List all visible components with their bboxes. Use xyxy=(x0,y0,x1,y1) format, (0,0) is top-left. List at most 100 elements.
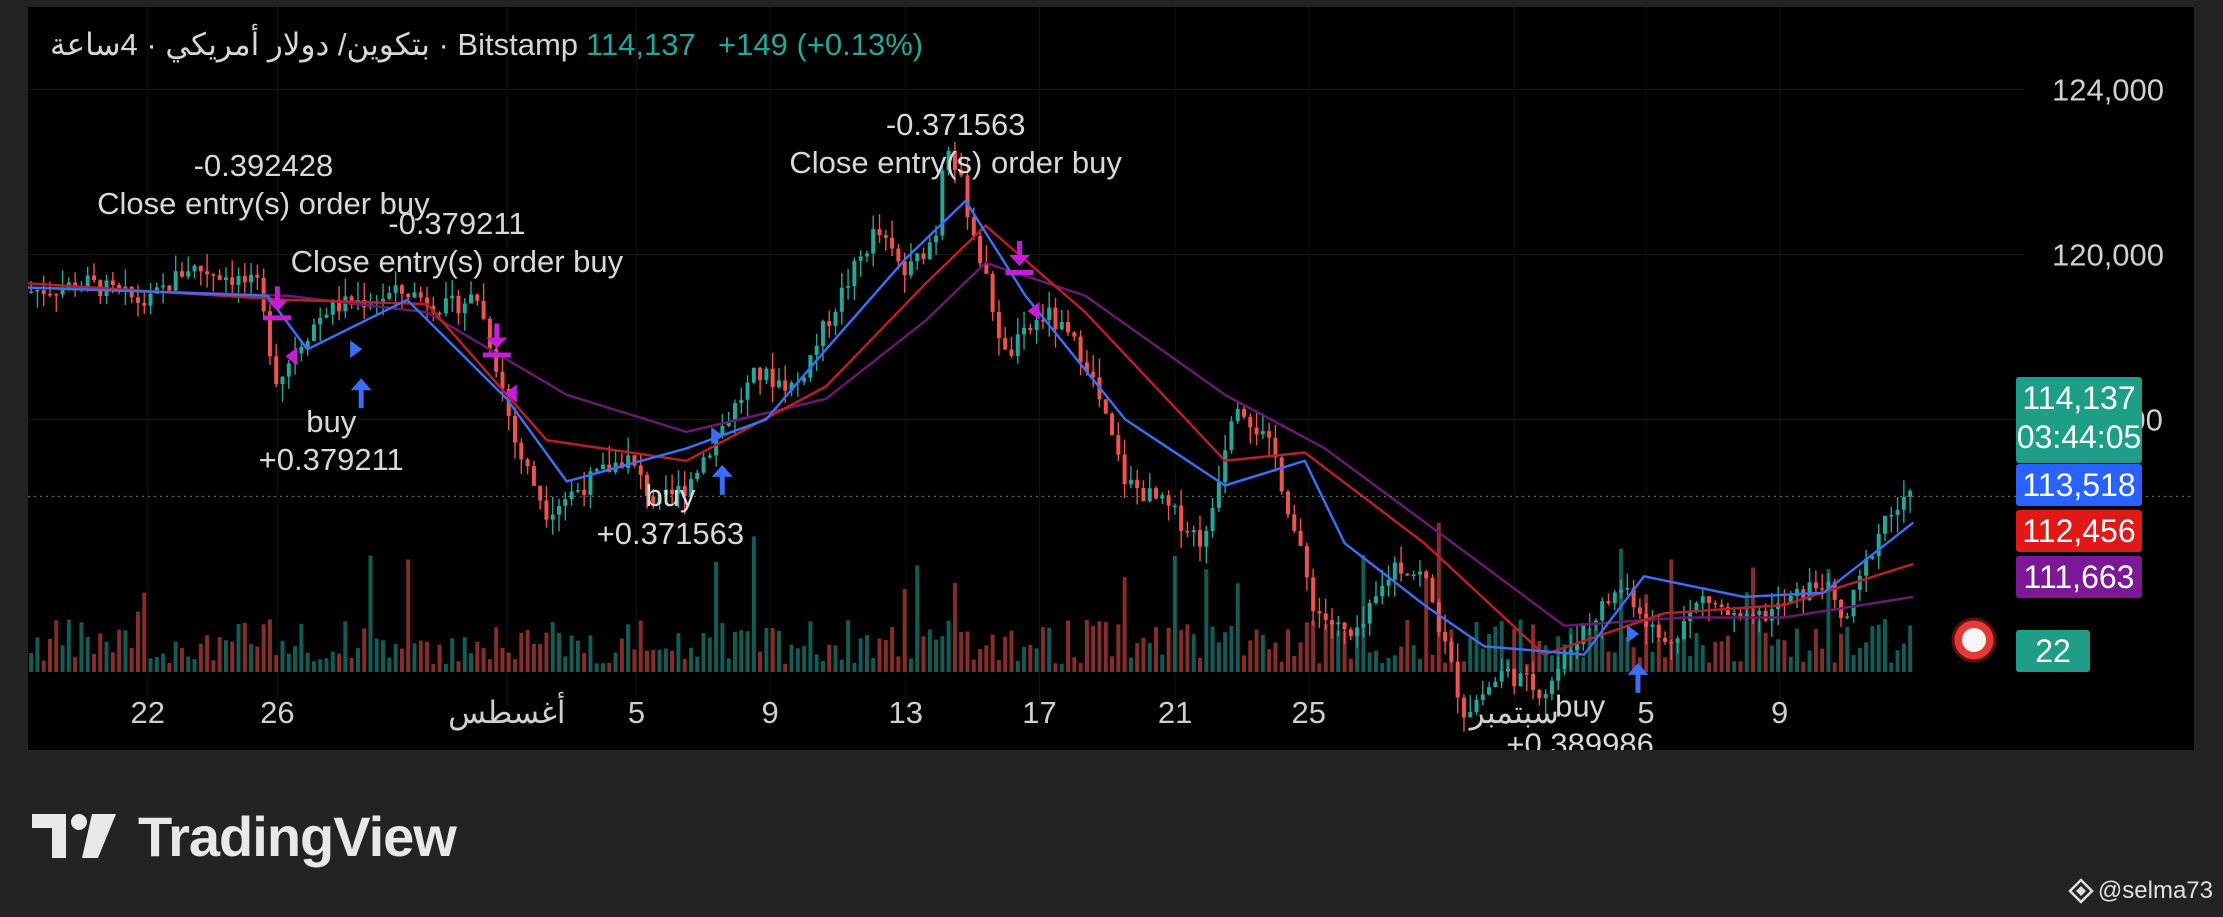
volume-bar xyxy=(808,621,813,672)
volume-bar xyxy=(770,627,775,672)
annotation-text: Close entry(s) order buy xyxy=(291,244,624,279)
candle-body xyxy=(1336,622,1341,625)
volume-bar xyxy=(1053,663,1058,672)
volume-bar xyxy=(412,643,417,672)
candle-body xyxy=(1851,589,1856,617)
candle-body xyxy=(1210,507,1215,531)
candle-body xyxy=(1524,673,1529,675)
candle-body xyxy=(745,382,750,400)
volume-bar xyxy=(1436,522,1441,672)
candle-body xyxy=(1889,514,1894,517)
volume-bar xyxy=(550,622,555,672)
volume-badge: 22 xyxy=(2016,630,2090,672)
volume-bar xyxy=(1537,641,1542,672)
candle-body xyxy=(431,305,436,313)
candle-body xyxy=(1066,321,1071,333)
volume-bar xyxy=(173,641,178,672)
volume-bar xyxy=(425,641,430,672)
volume-bar xyxy=(1141,637,1146,672)
candle-body xyxy=(1223,450,1228,483)
volume-bar xyxy=(1160,654,1165,672)
x-tick-label: سبتمبر xyxy=(1468,695,1559,731)
candle-body xyxy=(575,489,580,492)
annotation-text: +0.371563 xyxy=(597,516,744,551)
candle-body xyxy=(984,263,989,274)
volume-bar xyxy=(525,629,530,672)
volume-bar xyxy=(1179,630,1184,672)
volume-bar xyxy=(500,647,505,672)
candle-body xyxy=(1386,579,1391,586)
candle-body xyxy=(1487,687,1492,695)
candle-body xyxy=(255,274,260,278)
volume-bar xyxy=(1493,626,1498,672)
candle-body xyxy=(148,293,153,306)
watermark: @selma73 xyxy=(2068,877,2213,905)
volume-bar xyxy=(1612,652,1617,672)
candle-body xyxy=(1480,694,1485,700)
candle-body xyxy=(563,499,568,506)
exit-bar xyxy=(482,352,511,358)
volume-bar xyxy=(236,624,241,672)
volume-bar xyxy=(1022,646,1027,672)
volume-bar xyxy=(1864,642,1869,672)
candle-body xyxy=(1882,515,1887,534)
candle-body xyxy=(249,274,254,283)
volume-bar xyxy=(1355,630,1360,672)
volume-bar xyxy=(343,621,348,672)
annotation-text: +0.379211 xyxy=(259,442,404,477)
volume-bar xyxy=(1317,663,1322,672)
candle-body xyxy=(1311,577,1316,612)
y-tick-label: 120,000 xyxy=(2052,238,2164,273)
volume-bar xyxy=(1066,620,1071,672)
candle-body xyxy=(990,273,995,313)
volume-bar xyxy=(1707,662,1712,672)
volume-bar xyxy=(1813,628,1818,672)
symbol-title[interactable]: بتكوين/ دولار أمريكي · 4ساعة · Bitstamp xyxy=(50,27,579,62)
volume-bar xyxy=(1901,643,1906,672)
candle-body xyxy=(1549,680,1554,695)
volume-bar xyxy=(1405,619,1410,672)
volume-bar xyxy=(978,649,983,672)
entry-arrow-icon xyxy=(711,464,733,495)
volume-bar xyxy=(1003,636,1008,672)
entry-arrow-icon xyxy=(350,378,372,409)
volume-bar xyxy=(1210,626,1215,672)
volume-bar xyxy=(575,640,580,672)
tradingview-logo[interactable]: TradingView xyxy=(32,805,457,868)
candle-body xyxy=(1832,581,1837,600)
candle-body xyxy=(1399,562,1404,574)
x-tick-label: 5 xyxy=(1637,695,1654,730)
candle-body xyxy=(1625,587,1630,590)
candle-body xyxy=(60,288,65,295)
volume-bar xyxy=(764,628,769,672)
candle-body xyxy=(934,235,939,243)
volume-bar xyxy=(1669,559,1674,672)
volume-bar xyxy=(1487,633,1492,672)
candle-body xyxy=(688,479,693,497)
volume-bar xyxy=(1279,661,1284,672)
volume-bar xyxy=(1700,645,1705,672)
candle-body xyxy=(1813,582,1818,589)
candle-body xyxy=(236,276,241,285)
candle-body xyxy=(601,464,606,470)
candle-body xyxy=(475,294,480,301)
candle-body xyxy=(1537,689,1542,699)
volume-bar xyxy=(98,633,103,672)
candle-body xyxy=(54,294,59,296)
volume-bar xyxy=(1820,648,1825,672)
volume-bar xyxy=(1373,650,1378,672)
volume-bar xyxy=(820,660,825,672)
last-price-badge: 114,137 03:44:05 xyxy=(2016,377,2142,463)
candle-body xyxy=(632,455,637,466)
volume-bar xyxy=(1078,663,1083,672)
volume-bar xyxy=(1556,636,1561,672)
candle-body xyxy=(1329,620,1334,625)
chart-panel[interactable]: -0.392428 Close entry(s) order buy -0.3792… xyxy=(28,7,2194,750)
volume-bar xyxy=(66,619,71,672)
candle-body xyxy=(1600,601,1605,621)
volume-bar xyxy=(1110,656,1115,672)
volume-bar xyxy=(563,656,568,672)
candle-body xyxy=(418,292,423,298)
volume-bar xyxy=(638,620,643,672)
